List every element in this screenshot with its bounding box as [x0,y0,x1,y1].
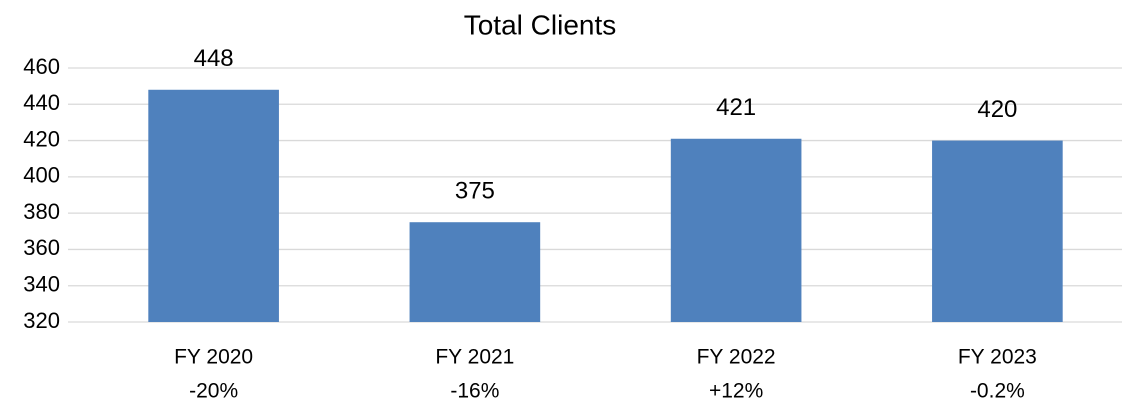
x-tick-label: FY 2022 [697,346,776,369]
y-tick-label: 340 [23,272,60,297]
bar [932,140,1063,322]
value-label: 420 [977,96,1017,123]
y-tick-label: 320 [23,308,60,333]
y-tick-label: 400 [23,163,60,188]
x-tick-label: FY 2020 [174,346,253,369]
x-tick-sublabel: +12% [709,380,763,403]
value-label: 448 [194,45,234,72]
bar [670,138,802,322]
chart-title: Total Clients [464,9,617,40]
x-tick-label: FY 2023 [958,346,1037,369]
bar [148,89,279,323]
y-tick-label: 460 [23,54,60,79]
x-tick-label: FY 2021 [435,346,514,369]
x-tick-sublabel: -16% [450,380,499,403]
value-label: 375 [455,178,495,205]
y-tick-label: 420 [23,126,60,151]
y-tick-label: 360 [23,235,60,260]
bar [409,222,541,322]
x-tick-sublabel: -0.2% [970,380,1025,403]
value-label: 421 [716,94,756,121]
x-tick-sublabel: -20% [189,380,238,403]
y-tick-label: 440 [23,90,60,115]
y-tick-label: 380 [23,199,60,224]
